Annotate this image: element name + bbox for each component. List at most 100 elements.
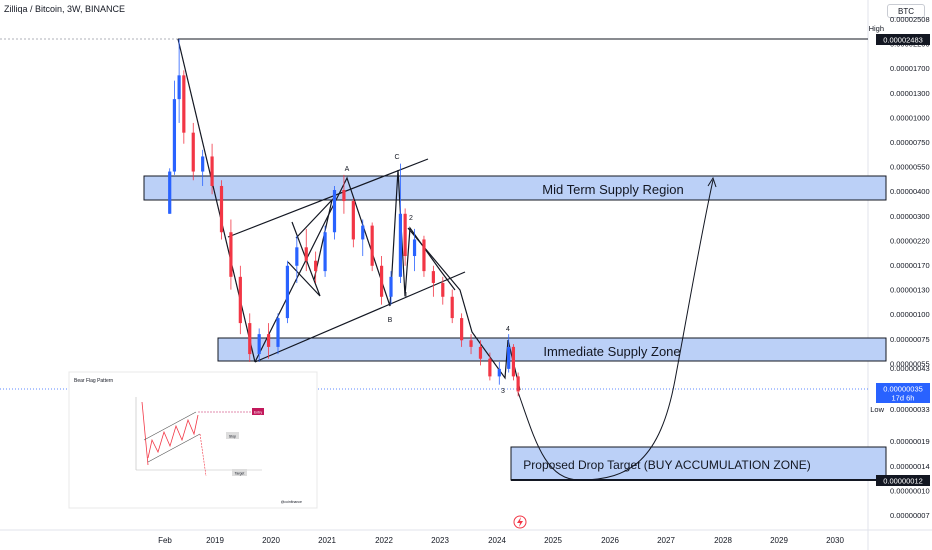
time-axis-label: 2021	[318, 536, 336, 545]
candle-body	[460, 318, 464, 341]
candle-body	[177, 75, 181, 100]
candle-body	[219, 185, 224, 233]
candle-body	[422, 239, 426, 272]
time-axis-label: 2030	[826, 536, 844, 545]
candle-body	[507, 346, 511, 369]
immediate-zone-label: Immediate Supply Zone	[543, 344, 680, 359]
time-axis-label: 2028	[714, 536, 732, 545]
candle-body	[361, 225, 365, 240]
candle-body	[182, 75, 186, 133]
high-value-badge	[876, 34, 930, 45]
price-axis-label: 0.00000100	[890, 310, 930, 319]
bear-flag-inset: Bear Flag Pattern Entry Stop Target @coi…	[68, 371, 318, 509]
price-axis-label: 0.00000019	[890, 437, 930, 446]
mid-term-supply-zone[interactable]: Mid Term Supply Region	[143, 175, 887, 201]
price-axis-label: 0.00000400	[890, 187, 930, 196]
downtrend-line	[177, 38, 256, 363]
inset-pole	[141, 401, 149, 466]
candle-body	[168, 171, 172, 214]
candle-body	[488, 358, 492, 377]
time-axis[interactable]: Feb 2019 2020 2021 2022 2023 2024 2025 2026 2027 2…	[158, 536, 844, 545]
candle-body	[497, 368, 501, 377]
price-axis-label: 0.00000075	[890, 335, 930, 344]
candle-body	[332, 189, 337, 233]
wave-label-3: 3	[501, 388, 505, 395]
candles	[168, 39, 520, 397]
projection-arrowhead	[707, 176, 717, 188]
inset-drop-line	[199, 433, 207, 477]
candle-body	[370, 225, 374, 266]
inset-flag-zigzag	[147, 414, 199, 459]
price-axis-label: 0.00000055	[890, 359, 930, 368]
candle-body	[304, 247, 308, 261]
wave-label-b: B	[388, 317, 393, 324]
time-axis-label: 2025	[544, 536, 562, 545]
wave-label-a: A	[345, 166, 350, 173]
time-axis-label: 2019	[206, 536, 224, 545]
candle-body	[266, 334, 271, 347]
candle-body	[210, 156, 214, 186]
candle-body	[201, 156, 205, 172]
candle-body	[323, 232, 327, 272]
time-axis-label: 2026	[601, 536, 619, 545]
wave-labels: A B C 1 2 3 4	[345, 154, 510, 395]
wave-label-4: 4	[506, 326, 510, 333]
last-price-value: 0.00000035	[883, 385, 923, 394]
candle-body	[351, 201, 355, 240]
price-axis-label: 0.00000550	[890, 163, 930, 172]
candle-body	[172, 99, 177, 172]
high-label: High	[869, 24, 884, 33]
drop-target-zone[interactable]: Proposed Drop Target (BUY ACCUMULATION Z…	[510, 446, 887, 481]
wave-label-1: 1	[404, 292, 408, 299]
price-axis-label: 0.00000300	[890, 212, 930, 221]
price-axis-label: 0.00000130	[890, 286, 930, 295]
candle-body	[403, 213, 407, 257]
candle-body	[191, 132, 195, 172]
candle-body	[238, 276, 242, 324]
countdown-value: 17d 6h	[892, 394, 915, 403]
price-axis-label: 0.00000014	[890, 462, 930, 471]
price-axis-label: 0.00002508	[890, 15, 930, 24]
candle-body	[342, 189, 346, 202]
time-axis-label: 2020	[262, 536, 280, 545]
price-axis-label: 0.00001700	[890, 64, 930, 73]
candle-body	[398, 213, 403, 277]
time-axis-label: 2027	[657, 536, 675, 545]
candle-body	[511, 346, 516, 377]
candle-body	[314, 260, 318, 272]
price-axis-label: 0.00000220	[890, 236, 930, 245]
inset-title: Bear Flag Pattern	[74, 378, 113, 384]
wave-label-c: C	[394, 154, 399, 161]
upper-channel-line	[227, 158, 429, 238]
target-value-badge	[876, 475, 930, 486]
candle-body	[229, 232, 233, 277]
projection-curve	[517, 179, 714, 481]
candle-body	[441, 282, 445, 297]
time-axis-label: 2029	[770, 536, 788, 545]
high-value: 0.00002483	[883, 36, 923, 45]
time-axis-label: 2024	[488, 536, 506, 545]
last-price-badge	[876, 383, 930, 403]
time-axis-label: Feb	[158, 536, 172, 545]
inset-target-label: Target	[235, 472, 245, 476]
price-axis-label: 0.00000170	[890, 261, 930, 270]
wave-label-2: 2	[409, 215, 413, 222]
candle-body	[379, 265, 384, 297]
candle-body	[276, 318, 280, 347]
inset-entry-label: Entry	[254, 411, 262, 415]
low-label: Low	[870, 405, 884, 414]
inset-credit: @coinfinance	[281, 500, 302, 504]
candle-body	[516, 376, 520, 392]
immediate-supply-zone[interactable]: Immediate Supply Zone	[217, 337, 887, 362]
lightning-icon[interactable]	[513, 515, 527, 529]
candle-body	[295, 247, 299, 266]
price-axis[interactable]: 0.000025080.000022000.000017000.00001300…	[890, 15, 930, 520]
pattern-drawings	[177, 38, 521, 391]
candle-body	[389, 276, 393, 297]
candle-body	[285, 265, 290, 319]
lower-channel-line	[254, 271, 466, 363]
price-axis-label: 0.00001000	[890, 113, 930, 122]
currency-badge[interactable]: BTC	[887, 4, 925, 18]
